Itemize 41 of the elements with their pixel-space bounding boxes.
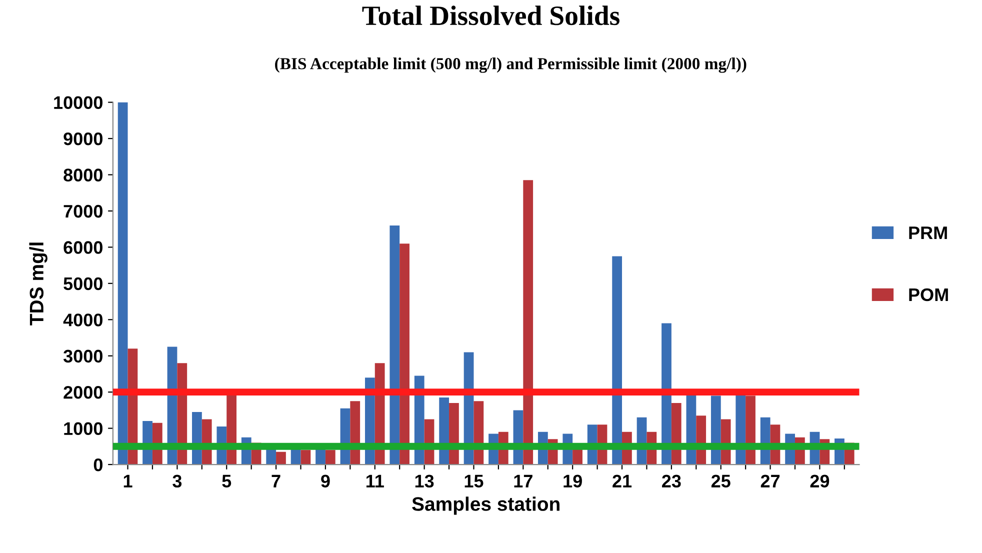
- x-tick-label: 5: [222, 474, 232, 488]
- y-tick-label: 7000: [64, 204, 102, 218]
- bar: [325, 450, 336, 465]
- chart-title: Total Dissolved Solids: [362, 6, 620, 26]
- bar: [662, 323, 672, 465]
- x-tick-label: 17: [514, 474, 532, 488]
- y-tick-label: 10000: [54, 96, 102, 110]
- legend-label: POM: [909, 288, 948, 302]
- y-tick-label: 8000: [64, 168, 102, 182]
- x-tick-label: 11: [366, 474, 384, 488]
- y-tick-label: 4000: [63, 314, 102, 326]
- x-tick-label: 21: [612, 474, 632, 488]
- bar: [612, 256, 622, 465]
- x-tick-label: 29: [810, 474, 830, 488]
- x-axis-title: Samples station: [412, 496, 560, 515]
- x-tick-label: 1: [124, 474, 132, 488]
- y-tick-label: 9000: [64, 132, 102, 146]
- legend-label: PRM: [909, 226, 947, 239]
- bar: [118, 102, 128, 465]
- bar: [523, 180, 534, 465]
- x-tick-label: 7: [272, 474, 280, 488]
- x-tick-label: 9: [321, 474, 330, 488]
- chart-subtitle: (BIS Acceptable limit (500 mg/l) and Permissible limit (2000 mg/l)): [275, 58, 746, 73]
- bar: [400, 244, 410, 465]
- y-tick-label: 2000: [64, 386, 102, 399]
- x-tick-label: 3: [172, 474, 182, 488]
- y-tick-label: 1000: [64, 422, 102, 436]
- bar: [390, 225, 400, 465]
- x-tick-label: 15: [464, 474, 484, 488]
- bar: [300, 450, 311, 465]
- x-tick-label: 19: [564, 474, 582, 488]
- x-tick-label: 25: [711, 474, 730, 488]
- y-tick-label: 0: [94, 458, 102, 472]
- x-tick-label: 27: [760, 474, 780, 488]
- x-tick-label: 23: [662, 474, 681, 488]
- x-tick-label: 13: [415, 474, 434, 488]
- y-tick-label: 3000: [63, 350, 102, 363]
- y-axis-title: TDS mg/l: [29, 242, 48, 326]
- y-tick-label: 6000: [64, 241, 102, 254]
- bar: [276, 452, 286, 465]
- y-tick-label: 5000: [64, 277, 102, 290]
